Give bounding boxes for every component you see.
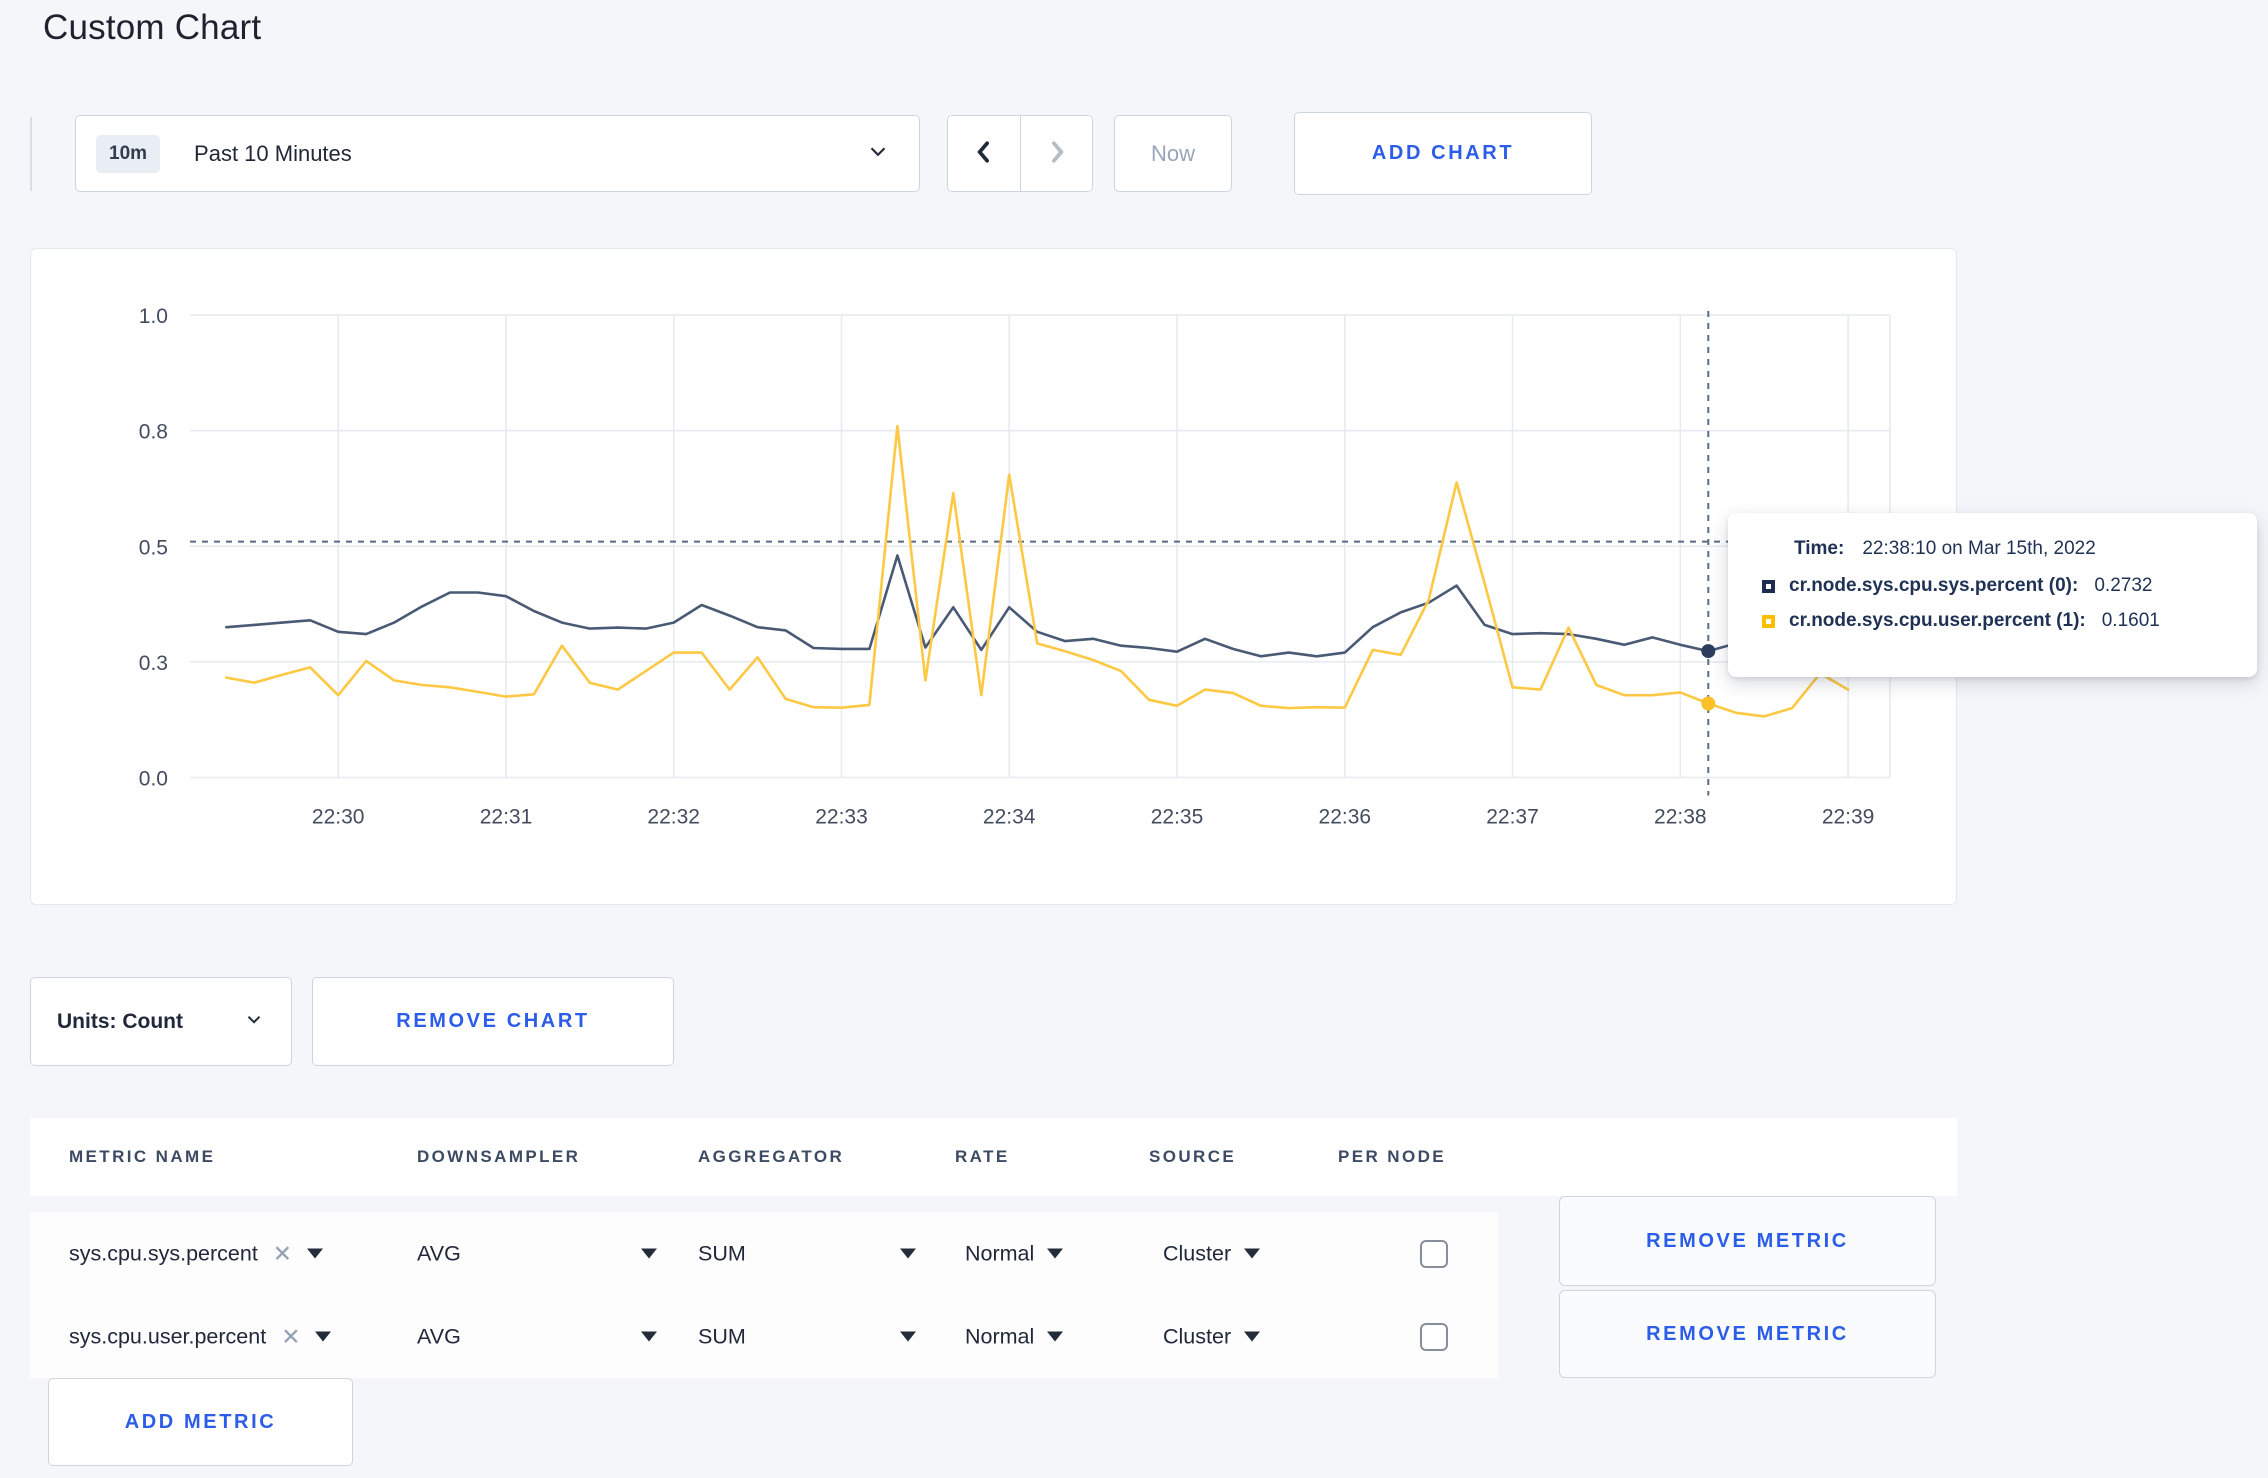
rate-dropdown[interactable]: Normal <box>965 1241 1064 1266</box>
downsampler-dropdown[interactable]: AVG <box>417 1324 657 1349</box>
add-chart-button[interactable]: ADD CHART <box>1294 112 1592 195</box>
remove-metric-button[interactable]: REMOVE METRIC <box>1559 1196 1936 1286</box>
tooltip-series-name: cr.node.sys.cpu.user.percent (1): <box>1789 610 2086 631</box>
dropdown-caret-icon <box>641 1331 657 1342</box>
aggregator-value: SUM <box>698 1241 746 1265</box>
dropdown-caret-icon <box>1047 1248 1064 1259</box>
table-row: sys.cpu.sys.percent ✕ AVG SUM Normal Clu… <box>30 1212 1498 1295</box>
series-swatch-icon <box>1762 579 1775 593</box>
units-label: Units: Count <box>57 1009 183 1033</box>
aggregator-dropdown[interactable]: SUM <box>698 1324 916 1349</box>
svg-text:22:38: 22:38 <box>1654 806 1707 829</box>
svg-text:22:33: 22:33 <box>815 806 868 829</box>
chevron-right-icon <box>1042 137 1072 170</box>
time-range-badge: 10m <box>96 134 161 173</box>
downsampler-dropdown[interactable]: AVG <box>417 1241 657 1266</box>
header-aggregator: AGGREGATOR <box>698 1147 845 1166</box>
svg-text:22:31: 22:31 <box>480 806 533 829</box>
tooltip-time-label: Time: <box>1794 538 1845 559</box>
metric-name-label: sys.cpu.user.percent <box>69 1324 267 1348</box>
per-node-checkbox[interactable] <box>1420 1322 1448 1351</box>
dropdown-caret-icon <box>900 1248 916 1259</box>
dropdown-caret-icon <box>900 1331 916 1342</box>
svg-text:0.8: 0.8 <box>139 421 168 444</box>
time-range-label: Past 10 Minutes <box>194 140 352 166</box>
svg-text:1.0: 1.0 <box>139 305 168 328</box>
close-icon[interactable]: ✕ <box>272 1240 293 1266</box>
close-icon[interactable]: ✕ <box>281 1323 301 1349</box>
dropdown-caret-icon <box>1244 1331 1261 1342</box>
tooltip-series-row: cr.node.sys.cpu.user.percent (1): 0.1601 <box>1762 610 2233 632</box>
dropdown-caret-icon <box>315 1331 332 1342</box>
downsampler-value: AVG <box>417 1324 461 1348</box>
header-per-node: PER NODE <box>1338 1147 1446 1166</box>
chevron-left-icon <box>969 137 999 170</box>
rate-dropdown[interactable]: Normal <box>965 1324 1064 1349</box>
dropdown-caret-icon <box>641 1248 657 1259</box>
chart-card: 0.0 0.3 0.5 0.8 1.0 22:30 22:31 22:32 22:33 22:34… <box>30 248 2257 905</box>
header-rate: RATE <box>955 1147 1010 1166</box>
toolbar-divider <box>30 117 32 191</box>
chevron-down-icon <box>865 138 891 169</box>
svg-text:22:34: 22:34 <box>983 806 1036 829</box>
header-metric-name: METRIC NAME <box>69 1147 216 1166</box>
chevron-down-icon <box>243 1008 265 1036</box>
svg-text:22:36: 22:36 <box>1319 806 1372 829</box>
source-dropdown[interactable]: Cluster <box>1163 1324 1261 1349</box>
downsampler-value: AVG <box>417 1241 461 1265</box>
svg-text:22:39: 22:39 <box>1822 806 1875 829</box>
tooltip-series-row: cr.node.sys.cpu.sys.percent (0): 0.2732 <box>1762 575 2233 597</box>
svg-text:0.5: 0.5 <box>139 536 168 559</box>
aggregator-value: SUM <box>698 1324 746 1348</box>
series-swatch-icon <box>1762 614 1775 628</box>
add-metric-button[interactable]: ADD METRIC <box>48 1378 353 1466</box>
metrics-table-header: METRIC NAME DOWNSAMPLER AGGREGATOR RATE … <box>30 1118 1957 1196</box>
rate-value: Normal <box>965 1241 1035 1265</box>
custom-chart[interactable]: 0.0 0.3 0.5 0.8 1.0 22:30 22:31 22:32 22:33 22:34… <box>31 249 1956 904</box>
source-value: Cluster <box>1163 1241 1232 1265</box>
next-range-button[interactable] <box>1020 116 1092 191</box>
source-value: Cluster <box>1163 1324 1232 1348</box>
table-row: sys.cpu.user.percent ✕ AVG SUM Normal Cl… <box>30 1295 1498 1378</box>
remove-metric-button[interactable]: REMOVE METRIC <box>1559 1290 1936 1378</box>
time-range-dropdown[interactable]: 10m Past 10 Minutes <box>75 115 920 192</box>
svg-text:22:37: 22:37 <box>1486 806 1539 829</box>
chart-tooltip: Time: 22:38:10 on Mar 15th, 2022 cr.node… <box>1728 513 2257 677</box>
svg-text:22:35: 22:35 <box>1151 806 1204 829</box>
metrics-rows-panel: sys.cpu.sys.percent ✕ AVG SUM Normal Clu… <box>30 1212 1498 1378</box>
tooltip-time-row: Time: 22:38:10 on Mar 15th, 2022 <box>1794 538 2233 560</box>
svg-text:22:30: 22:30 <box>312 806 365 829</box>
units-dropdown[interactable]: Units: Count <box>30 977 292 1066</box>
metric-name-dropdown[interactable]: sys.cpu.user.percent ✕ <box>69 1323 332 1350</box>
rate-value: Normal <box>965 1324 1035 1348</box>
tooltip-series-name: cr.node.sys.cpu.sys.percent (0): <box>1789 575 2079 596</box>
header-source: SOURCE <box>1149 1147 1237 1166</box>
svg-text:0.0: 0.0 <box>139 768 168 791</box>
tooltip-time-value: 22:38:10 on Mar 15th, 2022 <box>1862 538 2096 559</box>
dropdown-caret-icon <box>1244 1248 1261 1259</box>
time-pager <box>947 115 1093 192</box>
dropdown-caret-icon <box>307 1248 324 1259</box>
metric-name-label: sys.cpu.sys.percent <box>69 1241 258 1265</box>
svg-text:0.3: 0.3 <box>139 652 168 675</box>
per-node-checkbox[interactable] <box>1420 1239 1448 1268</box>
metric-name-dropdown[interactable]: sys.cpu.sys.percent ✕ <box>69 1240 324 1267</box>
source-dropdown[interactable]: Cluster <box>1163 1241 1261 1266</box>
aggregator-dropdown[interactable]: SUM <box>698 1241 916 1266</box>
metrics-table: METRIC NAME DOWNSAMPLER AGGREGATOR RATE … <box>30 1118 1957 1478</box>
page-title: Custom Chart <box>43 8 262 47</box>
dropdown-caret-icon <box>1047 1331 1064 1342</box>
now-button[interactable]: Now <box>1114 115 1232 192</box>
remove-chart-button[interactable]: REMOVE CHART <box>312 977 674 1066</box>
tooltip-series-value: 0.1601 <box>2101 610 2160 631</box>
svg-text:22:32: 22:32 <box>647 806 700 829</box>
header-downsampler: DOWNSAMPLER <box>417 1147 581 1166</box>
prev-range-button[interactable] <box>948 116 1020 191</box>
tooltip-series-value: 0.2732 <box>2094 575 2153 596</box>
